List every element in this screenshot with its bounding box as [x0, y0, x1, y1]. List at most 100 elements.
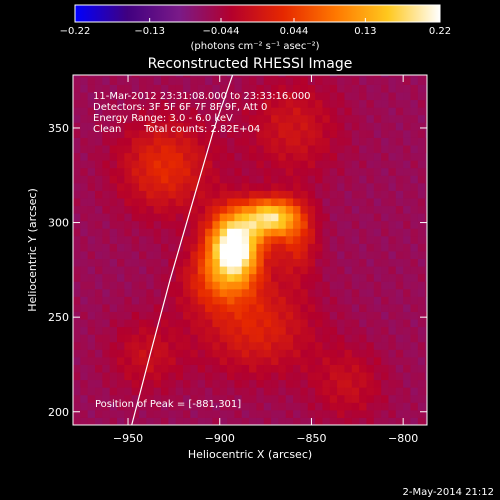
- heatmap-cell: [307, 160, 316, 169]
- heatmap-cell: [425, 182, 427, 191]
- heatmap-cell: [73, 137, 81, 146]
- heatmap-cell: [351, 326, 360, 335]
- heatmap-cell: [403, 281, 411, 290]
- heatmap-cell: [102, 129, 111, 138]
- heatmap-cell: [227, 349, 235, 358]
- heatmap-cell: [381, 288, 389, 297]
- heatmap-cell: [403, 197, 411, 207]
- heatmap-cell: [403, 364, 411, 373]
- heatmap-cell: [219, 175, 228, 184]
- heatmap-cell: [139, 190, 147, 199]
- heatmap-cell: [300, 152, 309, 161]
- heatmap-cell: [161, 92, 169, 101]
- heatmap-cell: [168, 92, 177, 101]
- heatmap-cell: [190, 205, 199, 214]
- heatmap-cell: [146, 76, 155, 85]
- heatmap-cell: [300, 137, 309, 146]
- heatmap-cell: [337, 84, 345, 93]
- heatmap-cell: [219, 372, 228, 381]
- heatmap-cell: [168, 364, 177, 373]
- heatmap-cell: [395, 213, 404, 222]
- heatmap-cell: [344, 296, 353, 305]
- heatmap-cell: [241, 75, 250, 78]
- heatmap-cell: [146, 152, 155, 161]
- heatmap-cell: [249, 197, 257, 207]
- heatmap-cell: [293, 122, 301, 131]
- heatmap-cell: [410, 182, 419, 191]
- heatmap-cell: [263, 137, 272, 146]
- heatmap-cell: [234, 379, 243, 388]
- heatmap-cell: [183, 107, 191, 116]
- heatmap-cell: [73, 372, 81, 381]
- heatmap-cell: [263, 356, 272, 365]
- heatmap-cell: [300, 326, 309, 335]
- heatmap-cell: [183, 76, 191, 85]
- heatmap-cell: [315, 160, 323, 169]
- heatmap-cell: [403, 258, 411, 267]
- heatmap-cell: [403, 379, 411, 388]
- heatmap-cell: [168, 75, 177, 78]
- heatmap-cell: [417, 235, 426, 244]
- heatmap-cell: [212, 84, 221, 93]
- heatmap-cell: [366, 326, 375, 335]
- heatmap-cell: [410, 311, 419, 320]
- heatmap-cell: [359, 235, 367, 244]
- heatmap-cell: [293, 145, 301, 154]
- heatmap-cell: [80, 160, 89, 169]
- heatmap-cell: [351, 137, 360, 146]
- heatmap-cell: [197, 281, 206, 290]
- heatmap-cell: [359, 319, 367, 328]
- heatmap-cell: [124, 213, 133, 222]
- heatmap-cell: [109, 167, 118, 176]
- heatmap-cell: [109, 402, 118, 411]
- heatmap-cell: [381, 273, 389, 282]
- heatmap-cell: [417, 250, 426, 260]
- heatmap-cell: [366, 341, 375, 350]
- heatmap-cell: [417, 167, 426, 176]
- heatmap-cell: [161, 417, 169, 425]
- heatmap-cell: [271, 235, 279, 244]
- heatmap-cell: [117, 107, 125, 116]
- heatmap-cell: [271, 92, 279, 101]
- heatmap-cell: [131, 266, 140, 275]
- heatmap-cell: [344, 107, 353, 116]
- heatmap-cell: [307, 152, 316, 161]
- heatmap-cell: [80, 394, 89, 403]
- heatmap-cell: [344, 167, 353, 176]
- heatmap-cell: [183, 228, 191, 237]
- heatmap-cell: [366, 243, 375, 252]
- heatmap-cell: [102, 372, 111, 381]
- heatmap-cell: [139, 235, 147, 244]
- heatmap-cell: [205, 160, 213, 169]
- heatmap-cell: [344, 288, 353, 297]
- heatmap-cell: [271, 281, 279, 290]
- heatmap-cell: [205, 220, 213, 229]
- heatmap-cell: [131, 288, 140, 297]
- heatmap-cell: [293, 379, 301, 388]
- heatmap-cell: [249, 258, 257, 267]
- heatmap-cell: [417, 349, 426, 358]
- heatmap-cell: [351, 417, 360, 425]
- heatmap-cell: [168, 122, 177, 131]
- heatmap-cell: [263, 167, 272, 176]
- heatmap-cell: [322, 205, 331, 214]
- heatmap-cell: [139, 114, 147, 123]
- heatmap-cell: [395, 99, 404, 108]
- heatmap-cell: [293, 387, 301, 396]
- heatmap-cell: [249, 145, 257, 154]
- heatmap-cell: [131, 334, 140, 343]
- heatmap-cell: [315, 145, 323, 154]
- heatmap-cell: [307, 182, 316, 191]
- heatmap-cell: [403, 273, 411, 282]
- heatmap-cell: [227, 152, 235, 161]
- heatmap-cell: [212, 75, 221, 78]
- heatmap-cell: [425, 409, 427, 418]
- heatmap-cell: [315, 152, 323, 161]
- heatmap-cell: [212, 356, 221, 365]
- heatmap-cell: [87, 84, 96, 93]
- heatmap-cell: [117, 250, 125, 260]
- heatmap-cell: [300, 258, 309, 267]
- heatmap-cell: [329, 137, 338, 146]
- heatmap-cell: [161, 409, 169, 418]
- heatmap-cell: [344, 364, 353, 373]
